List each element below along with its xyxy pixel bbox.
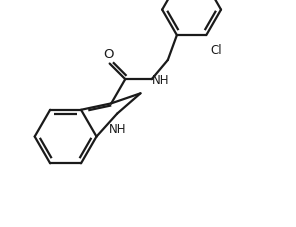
Text: Cl: Cl: [211, 44, 222, 57]
Text: NH: NH: [152, 74, 170, 87]
Text: O: O: [103, 48, 113, 61]
Text: NH: NH: [109, 122, 126, 135]
